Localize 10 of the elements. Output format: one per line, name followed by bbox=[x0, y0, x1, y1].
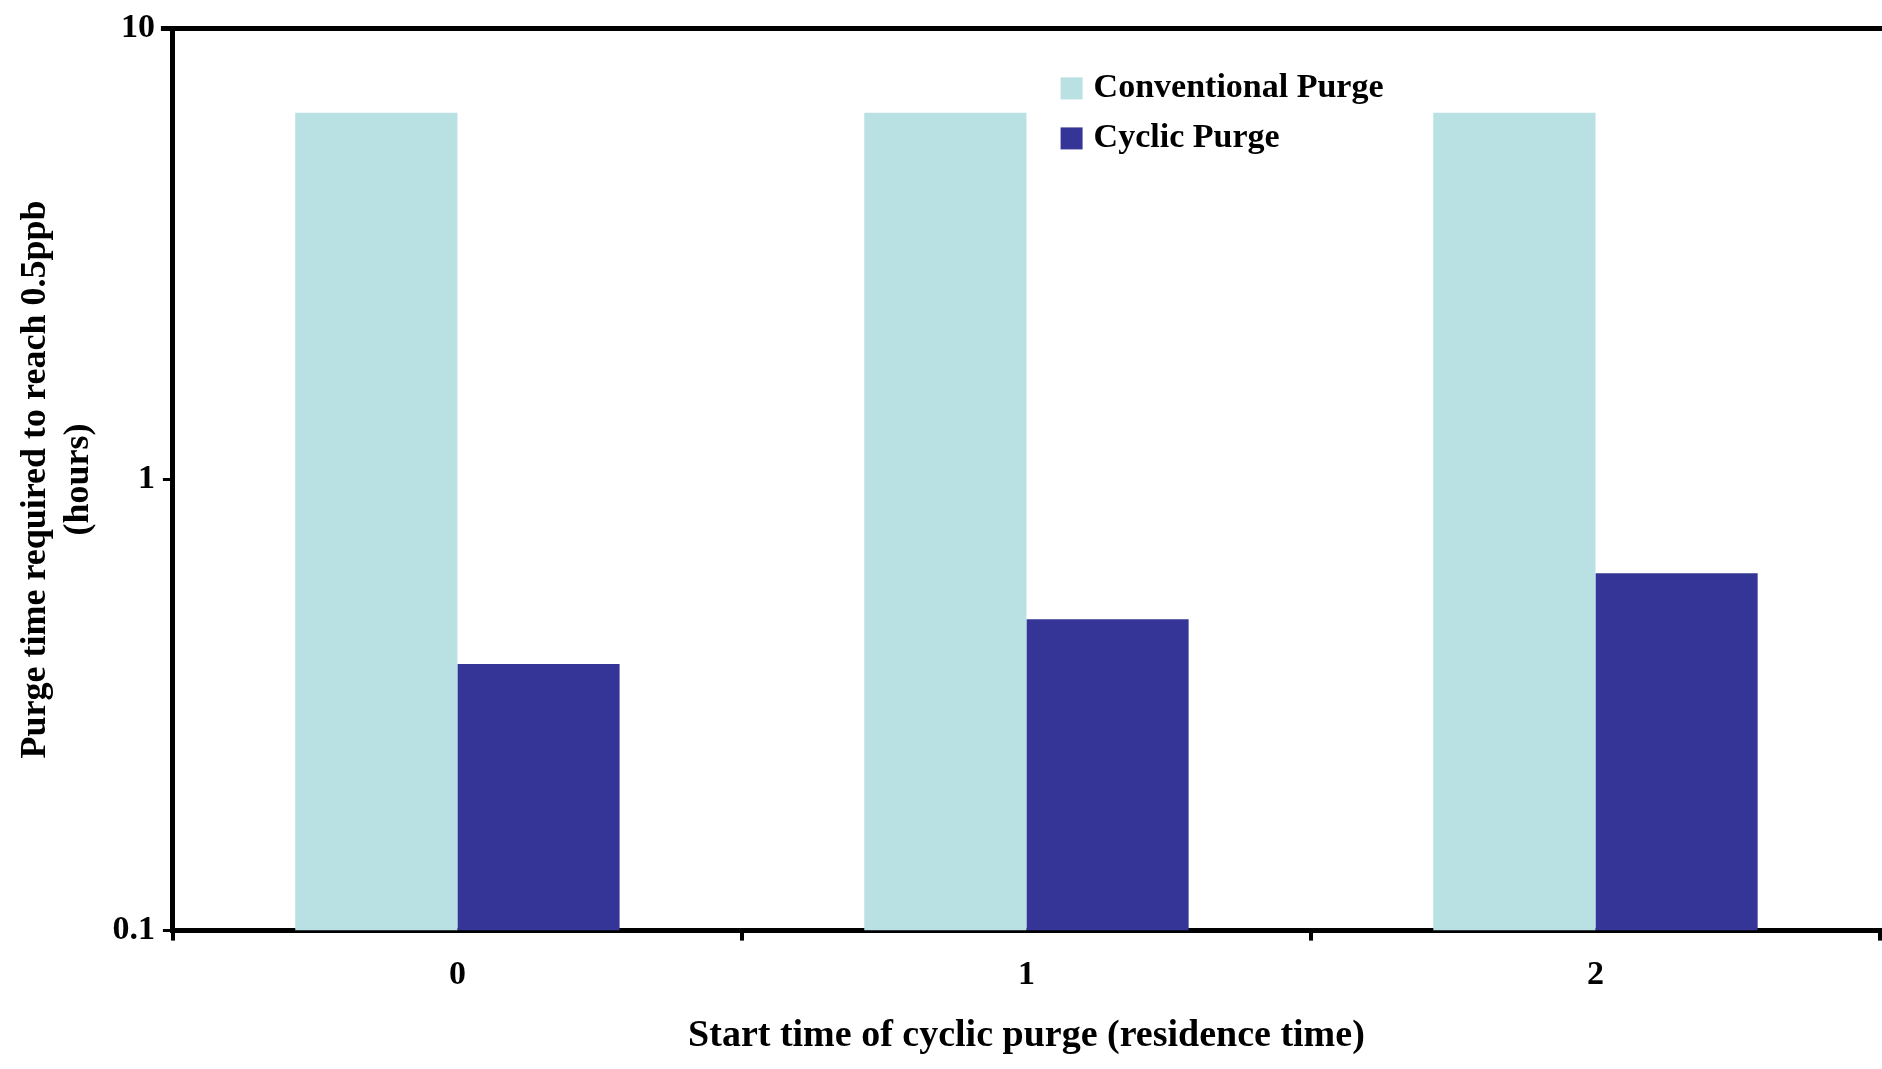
y-tick-label: 1 bbox=[137, 458, 155, 496]
y-tick-label: 0.1 bbox=[112, 909, 155, 947]
x-tick-label: 1 bbox=[1017, 953, 1035, 991]
y-axis-title: Purge time required to reach 0.5ppb (hours) bbox=[12, 200, 97, 759]
x-tick-label: 2 bbox=[1586, 953, 1604, 991]
x-tick-label: 0 bbox=[448, 953, 466, 991]
legend-label: Conventional Purge bbox=[1093, 67, 1384, 105]
x-axis-title: Start time of cyclic purge (residence time) bbox=[688, 1012, 1365, 1056]
legend-label: Cyclic Purge bbox=[1093, 117, 1280, 155]
y-tick-label: 10 bbox=[120, 7, 155, 45]
